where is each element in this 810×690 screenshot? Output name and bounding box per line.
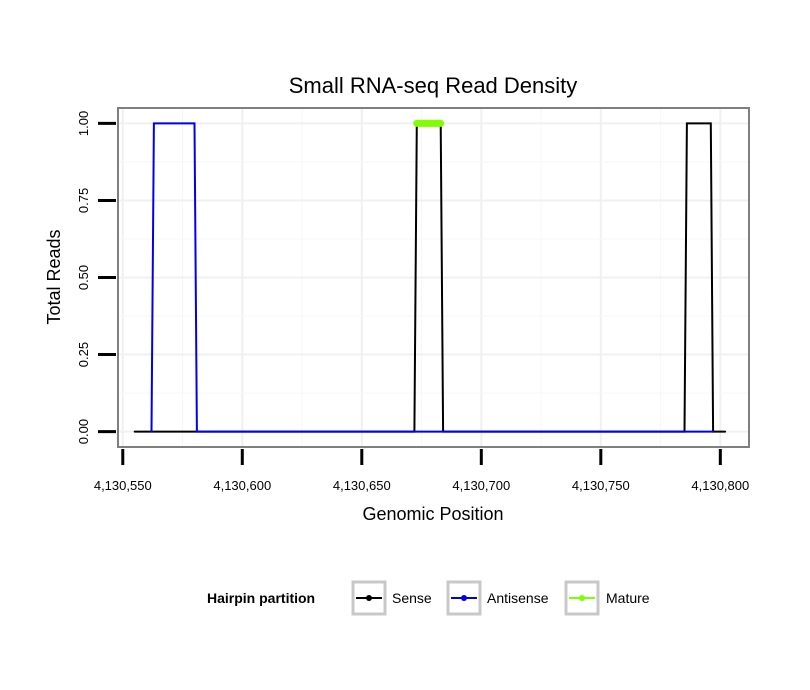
legend-title: Hairpin partition [207, 590, 315, 606]
legend-label-mature: Mature [606, 590, 650, 606]
legend-label-sense: Sense [392, 590, 432, 606]
y-tick-label: 1.00 [76, 111, 91, 136]
legend-point-antisense [461, 595, 467, 601]
y-tick-label: 0.75 [76, 188, 91, 213]
y-tick-label: 0.50 [76, 265, 91, 290]
legend-point-sense [366, 595, 372, 601]
y-axis-title: Total Reads [44, 229, 64, 324]
x-tick-label: 4,130,550 [94, 478, 152, 493]
x-tick-label: 4,130,600 [213, 478, 271, 493]
x-tick-label: 4,130,700 [452, 478, 510, 493]
axes: 4,130,550 4,130,600 4,130,650 4,130,700 4,13… [76, 111, 749, 493]
legend-item-antisense: Antisense [446, 580, 549, 616]
chart-title: Small RNA-seq Read Density [289, 73, 578, 98]
legend-item-mature: Mature [564, 580, 650, 616]
grid [118, 108, 749, 447]
legend-point-mature [579, 595, 585, 601]
series-line-antisense [150, 122, 715, 433]
plot-panel-border [117, 107, 750, 448]
legend-label-antisense: Antisense [487, 590, 549, 606]
x-tick-label: 4,130,750 [572, 478, 630, 493]
legend-item-sense: Sense [351, 580, 432, 616]
series-lines [133, 119, 727, 433]
y-tick-label: 0.00 [76, 419, 91, 444]
x-tick-label: 4,130,650 [333, 478, 391, 493]
legend: Hairpin partition Sense Antisense Mature [207, 580, 650, 616]
x-tick-label: 4,130,800 [691, 478, 749, 493]
x-axis-title: Genomic Position [362, 504, 503, 524]
y-tick-label: 0.25 [76, 342, 91, 367]
